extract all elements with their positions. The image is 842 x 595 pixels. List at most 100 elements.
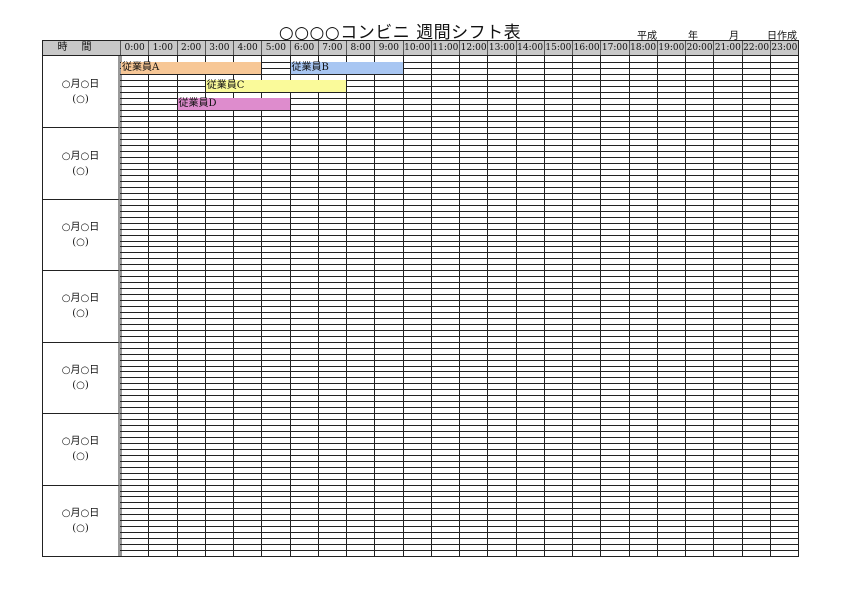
grid-row-line xyxy=(120,401,798,403)
grid-row-line xyxy=(120,210,798,212)
grid-row-line xyxy=(120,258,798,260)
shift-bar[interactable]: 従業員D xyxy=(177,98,290,111)
grid-row-line xyxy=(120,204,798,206)
grid-row-line xyxy=(120,270,798,272)
grid-row-line xyxy=(120,175,798,177)
grid-row-line xyxy=(120,103,798,105)
header-hour: 5:00 xyxy=(261,41,289,55)
grid-row-line xyxy=(120,288,798,290)
grid-row-line xyxy=(120,431,798,432)
day-label: ○月○日 (○) xyxy=(43,484,120,556)
day-weekday: (○) xyxy=(72,308,89,320)
grid-row-line xyxy=(120,186,798,188)
header-hour: 17:00 xyxy=(600,41,628,55)
grid-row-line xyxy=(120,157,798,159)
grid-row-line xyxy=(120,198,798,200)
grid-row-line xyxy=(120,395,798,397)
header-time-label: 時間 xyxy=(57,42,106,53)
grid-row-line xyxy=(120,61,798,63)
grid-row-line xyxy=(120,97,798,99)
grid-row-line xyxy=(120,306,798,307)
header-hour: 2:00 xyxy=(176,41,205,55)
grid-row-line xyxy=(120,436,798,438)
header-hour: 6:00 xyxy=(289,41,318,55)
grid-row-line xyxy=(120,240,798,242)
grid-row-line xyxy=(120,359,798,361)
grid-row-line xyxy=(120,139,798,141)
grid-row-line xyxy=(120,85,798,87)
grid-row-line xyxy=(120,234,798,236)
header-hour: 8:00 xyxy=(346,41,374,55)
day-date: ○月○日 xyxy=(61,436,100,448)
grid-row-line xyxy=(120,341,798,343)
day-weekday: (○) xyxy=(72,451,89,463)
grid-row-line xyxy=(120,317,798,319)
table-header: 時間 0:00 1:00 2:00 3:00 4:00 5:00 6:00 7:00 8:00 9… xyxy=(43,41,798,56)
shift-bar[interactable]: 従業員A xyxy=(121,62,262,75)
day-weekday: (○) xyxy=(72,93,89,105)
header-hour: 0:00 xyxy=(120,41,148,55)
grid-row-line xyxy=(120,294,798,296)
header-hour: 4:00 xyxy=(233,41,261,55)
grid-row-line xyxy=(120,442,798,444)
header-hour: 15:00 xyxy=(543,41,572,55)
grid-row-line xyxy=(120,115,798,117)
header-hour: 16:00 xyxy=(572,41,600,55)
grid-row-line xyxy=(120,353,798,355)
shift-bar[interactable]: 従業員B xyxy=(290,62,403,75)
grid-row-line xyxy=(120,478,798,480)
grid-row-line xyxy=(120,454,798,456)
grid-row-line xyxy=(120,347,798,349)
header-hour: 20:00 xyxy=(685,41,713,55)
created-day: 日作成 xyxy=(767,31,797,42)
header-hour: 14:00 xyxy=(515,41,544,55)
grid-row-line xyxy=(120,127,798,129)
header-hour: 18:00 xyxy=(628,41,657,55)
grid-row-line xyxy=(120,300,798,302)
grid-row-line xyxy=(120,151,798,153)
shift-bar[interactable]: 従業員C xyxy=(205,80,346,93)
grid-row-line xyxy=(120,216,798,218)
grid-row-line xyxy=(120,181,798,182)
grid-row-line xyxy=(120,282,798,284)
grid-row-line xyxy=(120,335,798,337)
header-hour: 9:00 xyxy=(374,41,402,55)
created-era: 平成 xyxy=(637,31,657,42)
grid-row-line xyxy=(120,365,798,367)
grid-row-line xyxy=(120,514,798,516)
grid-row-line xyxy=(120,377,798,379)
grid-row-line xyxy=(120,169,798,171)
day-date: ○月○日 xyxy=(61,364,100,376)
grid-row-line xyxy=(120,73,798,75)
grid-row-line xyxy=(120,133,798,135)
grid-row-line xyxy=(120,466,798,468)
grid-row-line xyxy=(120,121,798,123)
grid-row-line xyxy=(120,448,798,450)
grid-row-line xyxy=(120,550,798,552)
grid-row-line xyxy=(120,79,798,81)
day-date: ○月○日 xyxy=(61,293,100,305)
grid-row-line xyxy=(120,163,798,165)
grid-row-line xyxy=(120,538,798,540)
grid-row-line xyxy=(120,508,798,510)
grid-row-line xyxy=(120,67,798,69)
grid-row-line xyxy=(120,490,798,492)
day-date: ○月○日 xyxy=(61,507,100,519)
header-hour: 7:00 xyxy=(317,41,346,55)
grid-row-line xyxy=(120,91,798,93)
header-hour: 23:00 xyxy=(769,41,798,55)
grid-row-line xyxy=(120,329,798,331)
day-label: ○月○日 (○) xyxy=(43,341,120,414)
day-weekday: (○) xyxy=(72,237,89,249)
grid-row-line xyxy=(120,192,798,194)
grid-row-line xyxy=(120,389,798,391)
grid-row-line xyxy=(120,419,798,421)
grid-row-line xyxy=(120,109,798,111)
grid-row-line xyxy=(120,460,798,462)
grid-row-line xyxy=(120,222,798,224)
grid-row-line xyxy=(120,425,798,427)
header-hour: 10:00 xyxy=(402,41,431,55)
grid-row-line xyxy=(120,544,798,546)
grid-row-line xyxy=(120,532,798,534)
day-label: ○月○日 (○) xyxy=(43,127,120,199)
